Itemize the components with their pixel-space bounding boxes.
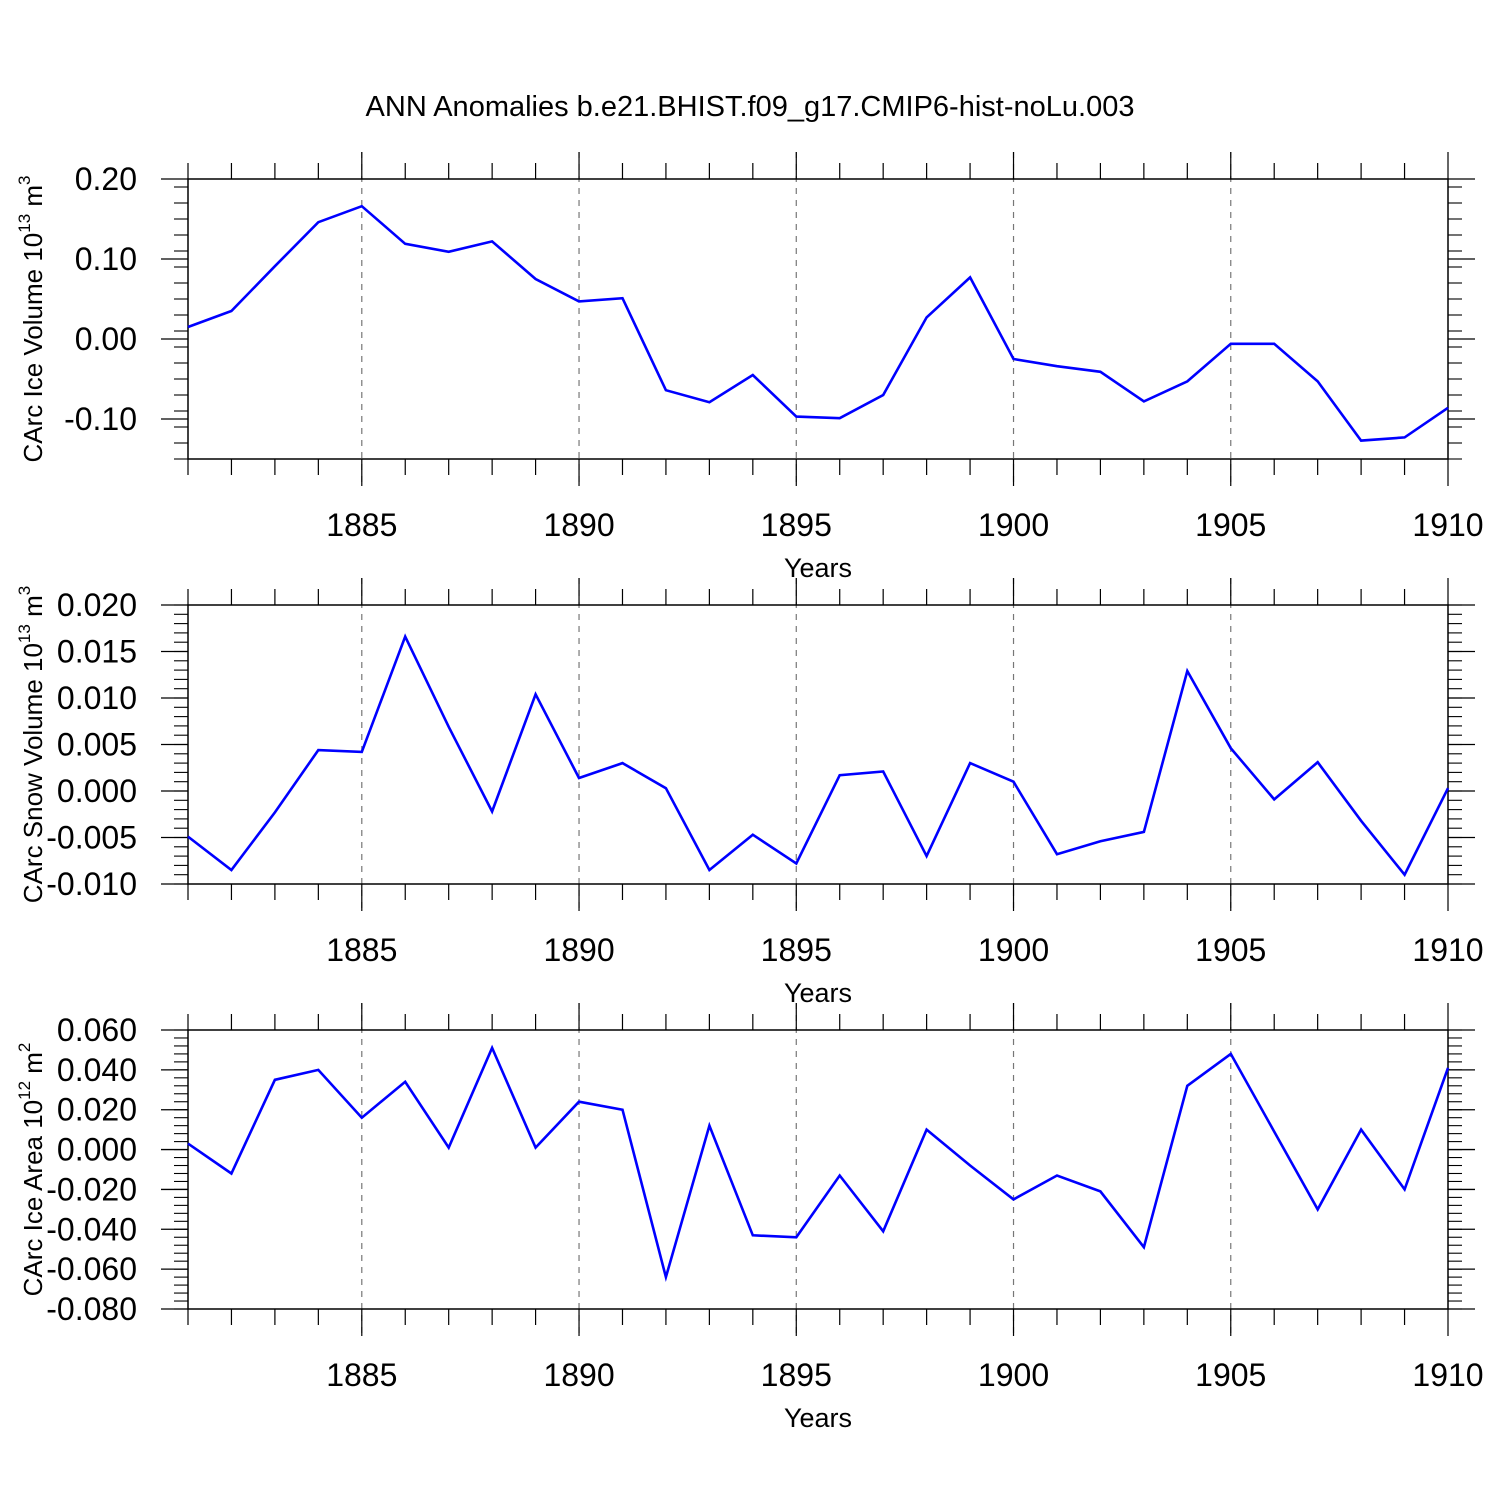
- panel-2: -0.010 -0.005 0.000 0.005 0.010 0.015 0.020 188…: [15, 578, 1484, 1008]
- x-tick-label: 1905: [1195, 932, 1266, 968]
- series-line: [187, 204, 1449, 442]
- x-tick-label: 1910: [1412, 1357, 1483, 1393]
- x-tick-label: 1895: [761, 507, 832, 543]
- y-tick-label: 0.060: [57, 1012, 137, 1048]
- y-axis-title: CArc Snow Volume 1013 m3: [15, 586, 48, 903]
- x-tick-label: 1895: [761, 1357, 832, 1393]
- y-axis-title: CArc Ice Volume 1013 m3: [15, 175, 48, 462]
- panels: -0.10 0.00 0.10 0.20 1885 1890 1895 1900 1905 191…: [15, 152, 1484, 1433]
- y-tick-label: -0.080: [46, 1291, 137, 1327]
- x-tick-label: 1900: [978, 507, 1049, 543]
- y-tick-label: 0.040: [57, 1052, 137, 1088]
- x-tick-label: 1890: [543, 1357, 614, 1393]
- y-tick-label: -0.005: [46, 820, 137, 856]
- y-tick-label: 0.10: [75, 241, 137, 277]
- x-tick-label: 1900: [978, 932, 1049, 968]
- x-tick-label: 1890: [543, 932, 614, 968]
- y-tick-label: -0.010: [46, 866, 137, 902]
- x-axis-title: Years: [784, 978, 852, 1008]
- y-tick-label: 0.020: [57, 587, 137, 623]
- x-axis-title: Years: [784, 1403, 852, 1433]
- x-tick-label: 1905: [1195, 1357, 1266, 1393]
- plot-frame: [187, 1029, 1449, 1310]
- plot-frame: [187, 604, 1449, 885]
- y-tick-label: -0.020: [46, 1171, 137, 1207]
- y-tick-label: -0.040: [46, 1211, 137, 1247]
- x-tick-label: 1910: [1412, 507, 1483, 543]
- x-tick-label: 1885: [326, 932, 397, 968]
- chart-title: ANN Anomalies b.e21.BHIST.f09_g17.CMIP6-…: [366, 91, 1135, 123]
- y-tick-label: 0.00: [75, 321, 137, 357]
- y-tick-label: 0.000: [57, 773, 137, 809]
- y-tick-label: 0.010: [57, 680, 137, 716]
- y-tick-label: 0.020: [57, 1092, 137, 1128]
- series-line: [187, 633, 1450, 878]
- x-tick-label: 1900: [978, 1357, 1049, 1393]
- plot-frame: [187, 178, 1449, 460]
- panel-1: -0.10 0.00 0.10 0.20 1885 1890 1895 1900 1905 191…: [15, 152, 1484, 583]
- x-tick-label: 1885: [326, 507, 397, 543]
- y-tick-label: -0.10: [64, 401, 137, 437]
- x-tick-label: 1895: [761, 932, 832, 968]
- y-tick-label: 0.005: [57, 727, 137, 763]
- y-tick-label: 0.000: [57, 1132, 137, 1168]
- x-tick-label: 1885: [326, 1357, 397, 1393]
- y-tick-label: 0.015: [57, 634, 137, 670]
- x-axis-title: Years: [784, 553, 852, 583]
- y-tick-label: -0.060: [46, 1251, 137, 1287]
- x-tick-label: 1910: [1412, 932, 1483, 968]
- y-axis-title: CArc Ice Area 1012 m2: [15, 1043, 48, 1297]
- y-tick-label: 0.20: [75, 161, 137, 197]
- x-tick-label: 1905: [1195, 507, 1266, 543]
- x-tick-label: 1890: [543, 507, 614, 543]
- series-line: [187, 1044, 1450, 1283]
